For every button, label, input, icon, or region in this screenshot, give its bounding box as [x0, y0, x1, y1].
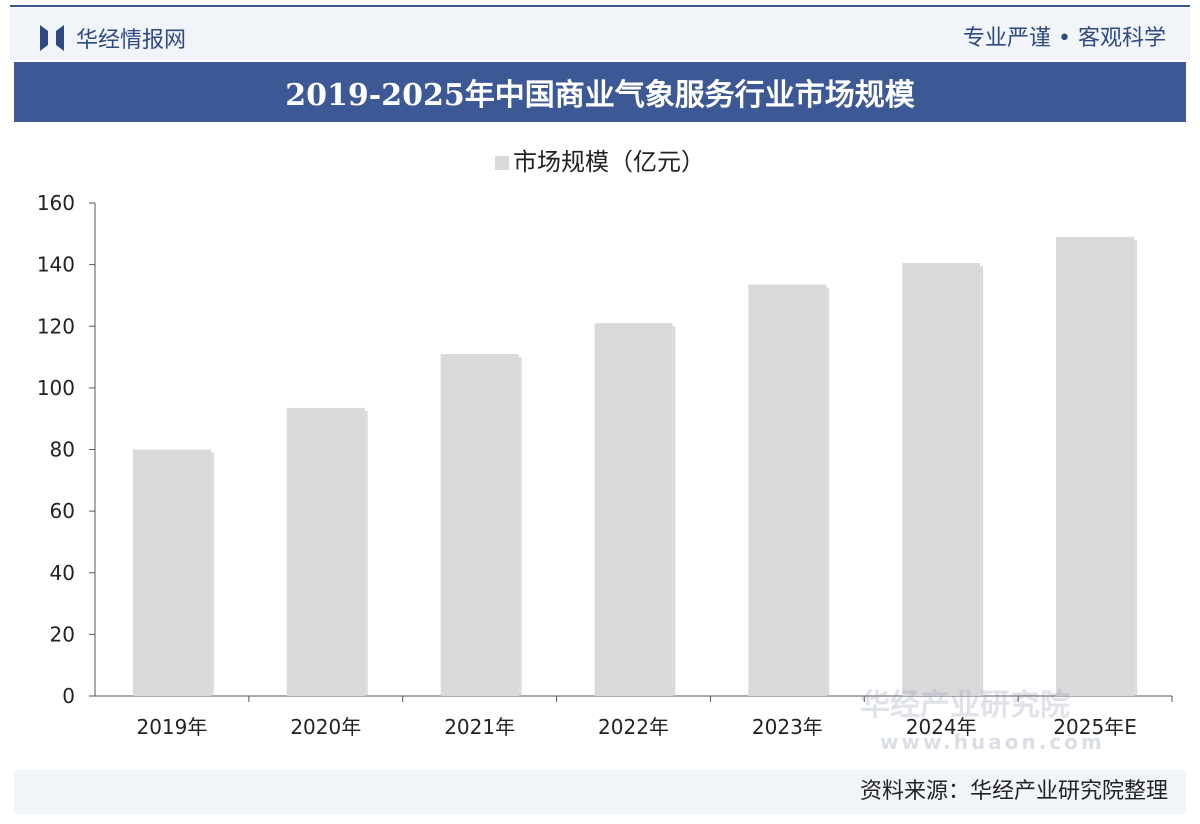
- source-note: 资料来源：华经产业研究院整理: [14, 770, 1186, 814]
- watermark-name: 华经产业研究院: [860, 688, 1070, 723]
- y-tick-label: 80: [50, 438, 75, 462]
- x-tick-label: 2021年: [444, 715, 515, 739]
- x-tick-label: 2024年: [906, 715, 977, 739]
- bar: [1056, 236, 1135, 697]
- bar: [902, 263, 981, 696]
- x-tick-label: 2025年E: [1053, 715, 1137, 739]
- y-tick-label: 160: [37, 191, 75, 215]
- x-tick-label: 2019年: [136, 715, 207, 739]
- y-tick-label: 100: [37, 376, 75, 400]
- logo: 华经情报网: [40, 22, 186, 54]
- slogan: 专业严谨 • 客观科学: [963, 26, 1166, 51]
- y-tick-label: 60: [50, 499, 75, 523]
- logo-mark-icon: [40, 25, 64, 51]
- header-band: [10, 8, 1190, 60]
- bar: [748, 284, 827, 696]
- y-tick-label: 0: [62, 684, 75, 708]
- y-tick-label: 140: [37, 253, 75, 277]
- bar: [132, 449, 211, 696]
- x-tick-label: 2023年: [752, 715, 823, 739]
- bar: [440, 353, 519, 696]
- logo-text: 华经情报网: [76, 28, 187, 53]
- y-tick-label: 40: [50, 561, 75, 585]
- bar: [594, 323, 673, 696]
- x-tick-label: 2020年: [290, 715, 361, 739]
- chart-title: 2019-2025年中国商业气象服务行业市场规模: [14, 62, 1186, 122]
- legend: 市场规模（亿元）: [0, 142, 1200, 177]
- top-rule: [10, 5, 1190, 7]
- watermark-url: www.huaon.com: [880, 730, 1105, 754]
- bar: [286, 407, 365, 696]
- y-tick-label: 20: [50, 622, 75, 646]
- y-tick-label: 120: [37, 314, 75, 338]
- legend-label: 市场规模（亿元）: [513, 148, 705, 176]
- legend-swatch: [495, 156, 509, 170]
- x-tick-label: 2022年: [598, 715, 669, 739]
